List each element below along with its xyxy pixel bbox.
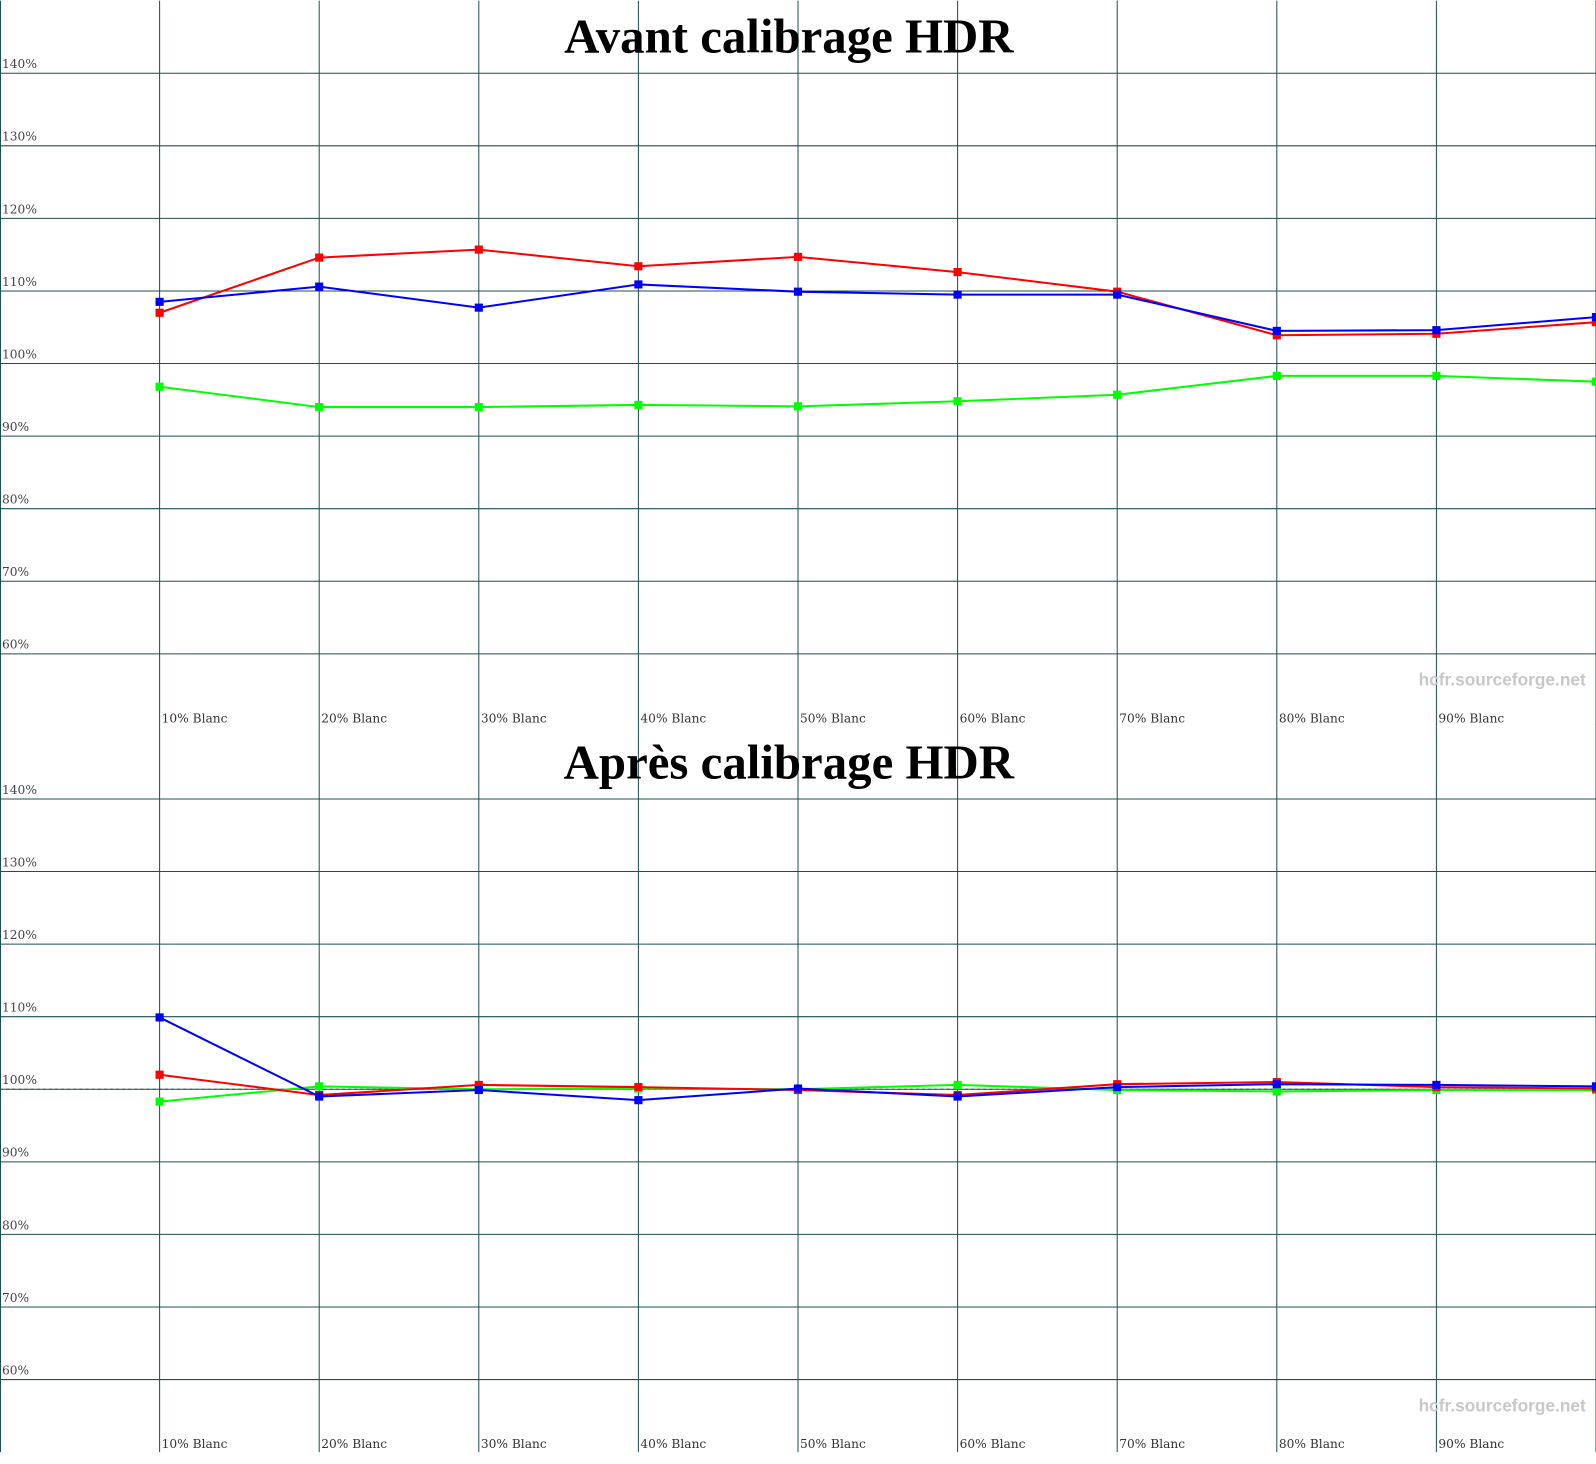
point-marker <box>315 1092 324 1101</box>
x-tick-label: 70% Blanc <box>1119 1437 1185 1451</box>
y-tick-label: 80% <box>2 1218 29 1232</box>
y-tick-label: 70% <box>2 565 29 579</box>
point-marker <box>1272 371 1281 380</box>
y-tick-label: 70% <box>2 1291 29 1305</box>
point-marker <box>953 268 962 277</box>
x-tick-label: 20% Blanc <box>321 711 387 725</box>
y-tick-label: 90% <box>2 1146 29 1160</box>
point-marker <box>1591 313 1596 322</box>
point-marker <box>1272 1087 1281 1096</box>
point-marker <box>1591 377 1596 386</box>
point-marker <box>953 1080 962 1089</box>
chart-title: Après calibrage HDR <box>564 734 1015 789</box>
point-marker <box>1591 318 1596 327</box>
point-marker <box>1272 1080 1281 1089</box>
point-marker <box>155 308 164 317</box>
point-marker <box>1591 1082 1596 1091</box>
point-marker <box>953 290 962 299</box>
point-marker <box>315 282 324 291</box>
series-line <box>159 1016 1596 1102</box>
y-tick-label: 110% <box>2 1001 37 1015</box>
point-marker <box>315 253 324 262</box>
point-marker <box>793 402 803 411</box>
point-marker <box>155 1097 164 1106</box>
y-tick-label: 120% <box>2 928 37 942</box>
point-marker <box>474 403 483 412</box>
x-tick-label: 60% Blanc <box>960 1437 1026 1451</box>
point-marker <box>793 287 803 296</box>
point-marker <box>474 245 483 254</box>
point-marker <box>1113 290 1122 299</box>
y-tick-label: 140% <box>2 57 37 71</box>
watermark: hcfr.sourceforge.net <box>1419 670 1586 690</box>
point-marker <box>155 297 164 306</box>
point-marker <box>953 1092 962 1101</box>
point-marker <box>155 382 164 391</box>
y-tick-label: 130% <box>2 855 37 869</box>
series-line <box>159 1083 1596 1103</box>
point-marker <box>1272 331 1281 340</box>
watermark: hcfr.sourceforge.net <box>1419 1395 1586 1415</box>
point-marker <box>315 403 324 412</box>
point-marker <box>315 1082 324 1091</box>
point-marker <box>1113 1083 1122 1092</box>
y-tick-label: 100% <box>2 1073 37 1087</box>
x-tick-label: 30% Blanc <box>481 1437 547 1451</box>
point-marker <box>1113 390 1122 399</box>
point-marker <box>1432 1080 1441 1089</box>
x-tick-label: 80% Blanc <box>1279 711 1345 725</box>
x-tick-label: 40% Blanc <box>640 1437 706 1451</box>
x-tick-label: 30% Blanc <box>481 711 547 725</box>
series-line <box>159 374 1596 409</box>
y-tick-label: 90% <box>2 420 29 434</box>
point-marker <box>474 1085 483 1095</box>
point-marker <box>1432 371 1441 380</box>
point-marker <box>634 1096 643 1105</box>
point-marker <box>474 303 483 312</box>
point-marker <box>953 397 962 406</box>
y-tick-label: 60% <box>2 1363 29 1377</box>
y-tick-label: 60% <box>2 638 29 652</box>
point-marker <box>634 280 643 289</box>
y-tick-label: 120% <box>2 202 37 216</box>
x-tick-label: 20% Blanc <box>321 1437 387 1451</box>
x-tick-label: 10% Blanc <box>162 711 228 725</box>
x-tick-label: 40% Blanc <box>640 711 706 725</box>
y-tick-label: 80% <box>2 493 29 507</box>
chart-title: Avant calibrage HDR <box>564 9 1014 64</box>
x-tick-label: 50% Blanc <box>800 711 866 725</box>
y-tick-label: 100% <box>2 347 37 361</box>
series-line <box>159 248 1596 337</box>
point-marker <box>474 1080 483 1089</box>
x-tick-label: 50% Blanc <box>800 1437 866 1451</box>
point-marker <box>634 400 643 409</box>
y-tick-label: 130% <box>2 130 37 144</box>
point-marker <box>155 1070 164 1079</box>
x-tick-label: 90% Blanc <box>1438 1437 1504 1451</box>
series-line <box>159 283 1596 332</box>
x-tick-label: 10% Blanc <box>162 1437 228 1451</box>
point-marker <box>634 1083 643 1092</box>
point-marker <box>793 1084 803 1093</box>
y-tick-label: 110% <box>2 275 37 289</box>
point-marker <box>1432 326 1441 335</box>
x-tick-label: 80% Blanc <box>1279 1437 1345 1451</box>
y-tick-label: 140% <box>2 783 37 797</box>
point-marker <box>1272 326 1281 335</box>
point-marker <box>634 262 643 271</box>
x-tick-label: 90% Blanc <box>1438 711 1504 725</box>
x-tick-label: 60% Blanc <box>960 711 1026 725</box>
x-tick-label: 70% Blanc <box>1119 711 1185 725</box>
point-marker <box>155 1013 164 1022</box>
point-marker <box>793 252 803 261</box>
